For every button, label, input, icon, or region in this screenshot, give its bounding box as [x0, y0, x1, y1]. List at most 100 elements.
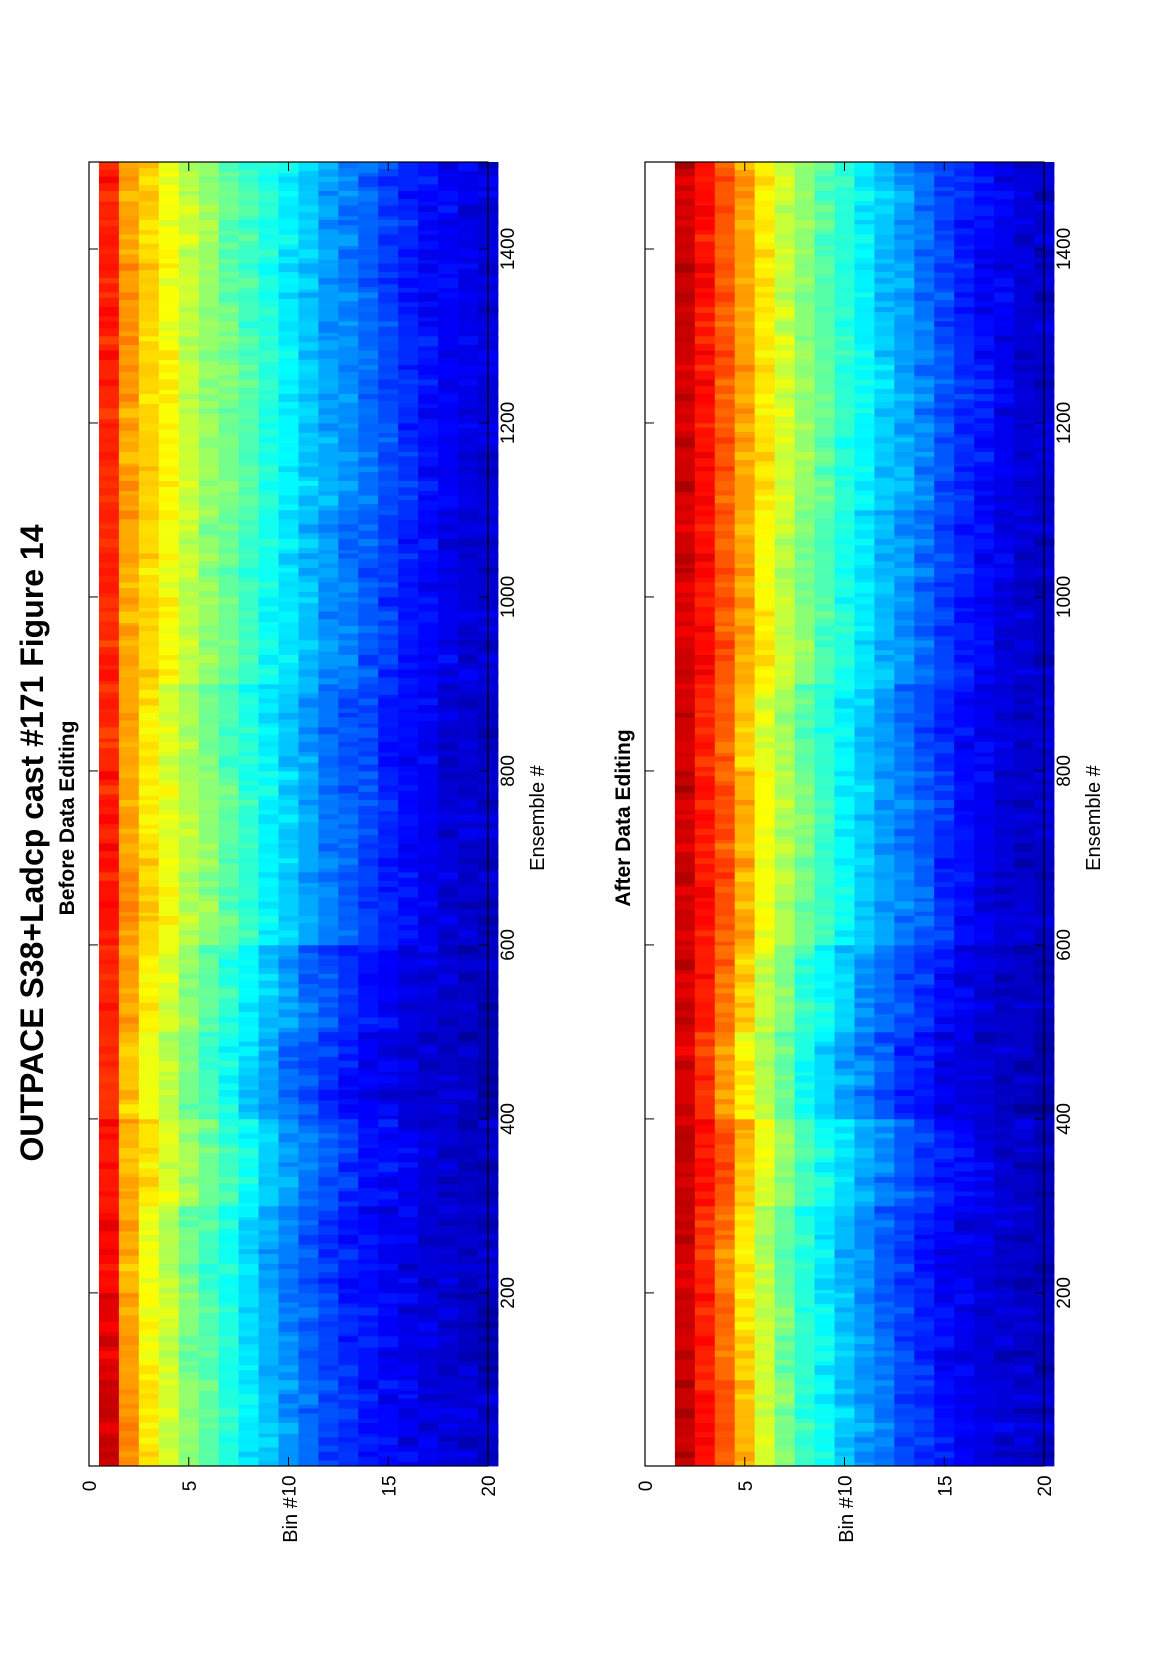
heatmap-speckle — [118, 234, 140, 240]
heatmap-speckle — [318, 683, 339, 692]
heatmap-speckle — [794, 524, 815, 532]
heatmap-speckle — [418, 1147, 439, 1157]
heatmap-speckle — [98, 611, 120, 622]
heatmap-speckle — [158, 799, 180, 810]
heatmap-speckle — [934, 364, 955, 371]
heatmap-speckle — [814, 625, 835, 636]
heatmap-speckle — [218, 785, 240, 795]
heatmap-speckle — [694, 1220, 716, 1228]
heatmap-speckle — [734, 756, 756, 768]
heatmap-speckle — [934, 901, 955, 908]
heatmap-speckle — [754, 205, 776, 216]
heatmap-speckle — [934, 1249, 955, 1256]
heatmap-speckle — [674, 1408, 696, 1419]
heatmap-speckle — [338, 1394, 359, 1400]
heatmap-speckle — [714, 1220, 736, 1231]
heatmap-speckle — [138, 1205, 160, 1214]
heatmap-speckle — [378, 930, 399, 939]
heatmap-speckle — [954, 973, 975, 986]
heatmap-speckle — [438, 509, 459, 518]
heatmap-speckle — [338, 1046, 359, 1054]
heatmap-speckle — [694, 828, 716, 836]
heatmap-speckle — [398, 727, 419, 737]
heatmap-speckle — [1014, 437, 1035, 447]
heatmap-speckle — [258, 335, 279, 341]
heatmap-speckle — [1014, 538, 1035, 547]
heatmap-speckle — [298, 1451, 319, 1458]
heatmap-speckle — [874, 350, 895, 358]
heatmap-speckle — [98, 292, 120, 298]
heatmap-speckle — [458, 1336, 479, 1347]
heatmap-speckle — [794, 625, 815, 631]
heatmap-speckle — [318, 1176, 339, 1186]
heatmap-speckle — [398, 1350, 419, 1363]
heatmap-speckle — [734, 364, 756, 372]
heatmap-speckle — [954, 162, 975, 169]
heatmap-speckle — [358, 1017, 379, 1025]
heatmap-speckle — [218, 727, 240, 736]
heatmap-speckle — [734, 553, 756, 564]
heatmap-speckle — [774, 335, 796, 345]
heatmap-speckle — [994, 480, 1015, 489]
heatmap-speckle — [238, 1031, 259, 1042]
heatmap-speckle — [814, 495, 835, 501]
heatmap-speckle — [754, 437, 776, 444]
heatmap-speckle — [914, 495, 935, 501]
heatmap-speckle — [694, 988, 716, 999]
heatmap-speckle — [98, 248, 120, 254]
heatmap-speckle — [298, 162, 319, 172]
heatmap-speckle — [198, 582, 220, 592]
heatmap-speckle — [398, 364, 419, 370]
heatmap-speckle — [198, 973, 220, 985]
heatmap-speckle — [854, 480, 875, 491]
heatmap-speckle — [694, 785, 716, 792]
heatmap-speckle — [894, 190, 915, 203]
heatmap-speckle — [458, 625, 479, 637]
heatmap-speckle — [794, 886, 815, 898]
heatmap-speckle — [118, 756, 140, 765]
heatmap-speckle — [954, 727, 975, 736]
heatmap-speckle — [1014, 1002, 1035, 1008]
heatmap-speckle — [774, 176, 796, 188]
heatmap-speckle — [378, 1220, 399, 1226]
heatmap-speckle — [118, 727, 140, 737]
heatmap-speckle — [198, 1379, 220, 1392]
heatmap-speckle — [398, 959, 419, 971]
heatmap-speckle — [734, 1321, 756, 1330]
heatmap-speckle — [794, 770, 815, 783]
heatmap-speckle — [694, 1147, 716, 1159]
heatmap-speckle — [814, 1205, 835, 1215]
heatmap-speckle — [198, 698, 220, 705]
heatmap-speckle — [298, 466, 319, 477]
heatmap-speckle — [694, 1046, 716, 1057]
heatmap-speckle — [934, 1422, 955, 1428]
heatmap-speckle — [178, 553, 200, 565]
heatmap-speckle — [218, 741, 240, 752]
heatmap-speckle — [98, 1118, 120, 1127]
heatmap-speckle — [458, 901, 479, 910]
heatmap-speckle — [418, 799, 439, 808]
heatmap-speckle — [178, 915, 200, 923]
heatmap-speckle — [914, 190, 935, 198]
heatmap-speckle — [874, 654, 895, 662]
heatmap-speckle — [138, 509, 160, 521]
heatmap-speckle — [714, 959, 736, 967]
heatmap-speckle — [358, 1191, 379, 1199]
heatmap-speckle — [794, 741, 815, 752]
heatmap-speckle — [238, 669, 259, 679]
heatmap-speckle — [754, 1394, 776, 1403]
heatmap-speckle — [238, 959, 259, 965]
heatmap-speckle — [974, 654, 995, 666]
heatmap-speckle — [338, 1292, 359, 1304]
heatmap-speckle — [854, 205, 875, 213]
heatmap-speckle — [138, 741, 160, 750]
heatmap-speckle — [178, 640, 200, 647]
heatmap-speckle — [894, 234, 915, 240]
heatmap-speckle — [398, 567, 419, 576]
heatmap-speckle — [914, 1365, 935, 1376]
heatmap-speckle — [258, 1422, 279, 1434]
heatmap-speckle — [794, 582, 815, 591]
heatmap-speckle — [814, 886, 835, 897]
heatmap-speckle — [714, 799, 736, 809]
heatmap-speckle — [418, 1031, 439, 1043]
